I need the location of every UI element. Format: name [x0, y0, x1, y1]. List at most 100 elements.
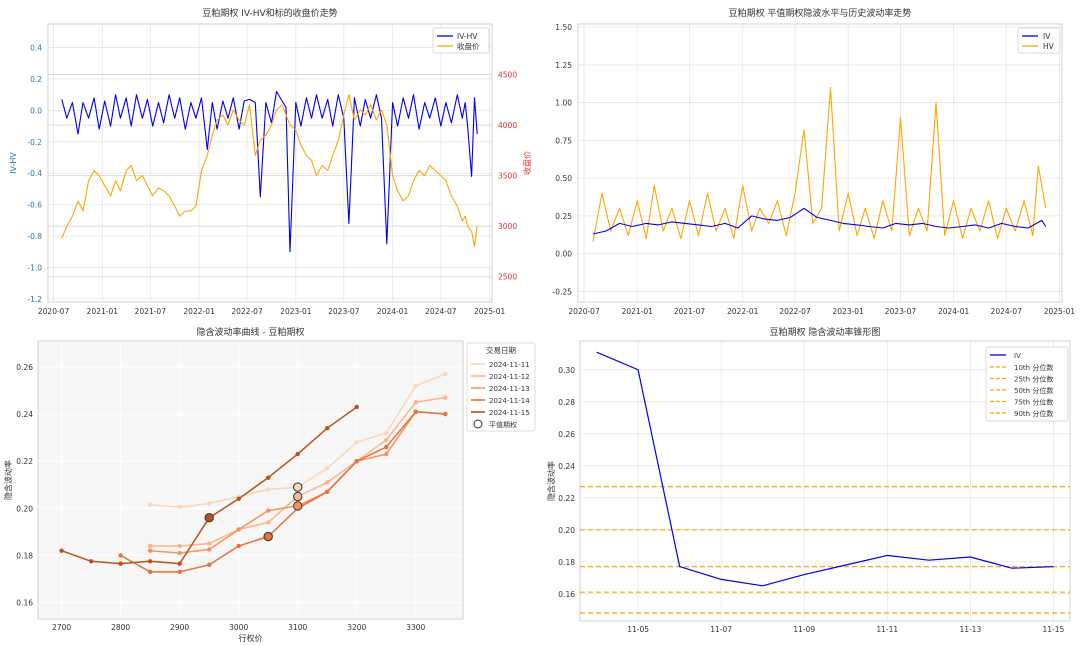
y-axis-label: 隐含波动率: [3, 460, 13, 500]
legend-label-iv-hv: IV-HV: [457, 32, 478, 41]
y-tick-label: 1.50: [555, 23, 572, 32]
y-tick-label: 0.28: [558, 398, 575, 407]
chart-title: 豆粕期权 平值期权隐波水平与历史波动率走势: [729, 7, 912, 19]
smile-point: [59, 548, 64, 553]
x-tick-label: 11-11: [876, 625, 898, 634]
y-tick-label: 0.24: [558, 462, 575, 471]
y-tick-label: 1.00: [555, 99, 572, 108]
legend-label: 2024-11-11: [489, 361, 530, 369]
atm-marker: [293, 501, 303, 511]
x-tick-label: 2021-01: [87, 307, 119, 316]
y-tick-label: 0.20: [16, 504, 33, 513]
atm-marker: [204, 512, 214, 523]
y-tick-label: 0.4: [30, 44, 42, 53]
smile-point: [177, 543, 182, 549]
x-tick-label: 2023-07: [885, 307, 917, 316]
legend-box: [432, 27, 490, 54]
y2-axis-label: 收盘价: [522, 151, 532, 175]
y-tick-label: 0.0: [30, 106, 42, 115]
chart-title: 豆粕期权 隐含波动率锥形图: [770, 326, 881, 338]
legend-label-iv: IV: [1014, 352, 1021, 360]
smile-point: [384, 437, 389, 443]
x-tick-label: 3100: [288, 623, 307, 632]
atm-marker: [263, 531, 273, 542]
x-tick-label: 2025-01: [474, 307, 506, 316]
smile-point: [266, 520, 271, 525]
smile-point: [147, 502, 153, 507]
y-tick-label: -0.2: [27, 138, 42, 147]
series-line-iv: [592, 207, 1047, 235]
smile-point: [413, 383, 418, 388]
smile-point: [118, 561, 123, 566]
smile-point: [325, 489, 330, 494]
legend-label: 2024-11-12: [489, 373, 530, 381]
smile-point: [206, 501, 212, 506]
legend-label-iv: IV: [1043, 32, 1051, 41]
x-tick-label: 2022-01: [727, 307, 759, 316]
series-line-iv: [596, 351, 1054, 587]
smile-point: [147, 559, 153, 564]
series-line-iv-hv: [61, 90, 478, 253]
y-tick-label: 0.24: [16, 410, 33, 419]
smile-point: [236, 496, 241, 502]
y-tick-label: -1.0: [27, 263, 42, 272]
smile-point: [384, 430, 389, 436]
x-tick-label: 3200: [347, 623, 366, 632]
smile-point: [177, 504, 182, 510]
smile-point: [295, 451, 300, 457]
x-tick-label: 2020-07: [568, 307, 600, 316]
chart-title: 隐含波动率曲线 - 豆粕期权: [197, 326, 305, 338]
x-tick-label: 2700: [52, 623, 71, 632]
smile-point: [206, 541, 212, 546]
x-tick-label: 3000: [229, 623, 248, 632]
smile-point: [354, 404, 359, 410]
smile-point: [266, 475, 271, 480]
legend-swatch-atm: [473, 419, 483, 429]
smile-point: [177, 569, 182, 575]
legend-title: 交易日期: [486, 345, 516, 355]
y-tick-label: 0.20: [558, 526, 575, 535]
x-tick-label: 11-09: [793, 625, 815, 634]
x-tick-label: 2020-07: [38, 307, 70, 316]
y-tick-label: 0.18: [16, 551, 33, 560]
y-axis-label: IV-HV: [9, 152, 18, 174]
legend-label: 2024-11-14: [489, 397, 530, 405]
legend-label-percentile: 90th 分位数: [1014, 409, 1053, 418]
legend-label: 2024-11-13: [489, 385, 530, 393]
y2-tick-label: 3500: [498, 172, 517, 181]
x-tick-label: 2023-01: [833, 307, 865, 316]
smile-point: [443, 371, 448, 377]
x-tick-label: 2021-07: [135, 307, 167, 316]
smile-point: [325, 425, 330, 431]
y-tick-label: -1.2: [27, 295, 42, 304]
smile-point: [177, 550, 182, 556]
x-tick-label: 2800: [111, 623, 130, 632]
smile-point: [354, 440, 359, 445]
x-tick-label: 2022-07: [779, 307, 811, 316]
plot-frame: [577, 23, 1063, 303]
smile-point: [443, 411, 448, 417]
y-tick-label: 0.16: [558, 590, 575, 599]
x-tick-label: 2021-07: [674, 307, 706, 316]
plot-frame: [37, 340, 464, 620]
legend-label-close: 收盘价: [457, 41, 480, 51]
iv-smile-chart: 隐含波动率曲线 - 豆粕期权 2700 2800 2900 3000 3100 3200 33…: [3, 326, 536, 643]
y-tick-label: -0.6: [27, 201, 42, 210]
atm-marker: [293, 491, 303, 502]
x-tick-label: 2023-01: [280, 307, 312, 316]
smile-point: [384, 444, 389, 450]
legend-label-percentile: 10th 分位数: [1014, 363, 1053, 372]
smile-point: [147, 569, 153, 575]
y2-tick-label: 4500: [498, 71, 517, 80]
smile-point: [266, 508, 271, 513]
y-tick-label: 1.25: [555, 61, 572, 70]
y-tick-label: 0.25: [555, 212, 572, 221]
atm-marker: [293, 482, 303, 492]
y-tick-label: 0.26: [558, 430, 575, 439]
y-tick-label: 0.00: [555, 250, 572, 259]
x-tick-label: 2024-01: [377, 307, 409, 316]
legend-label-hv: HV: [1043, 42, 1055, 51]
plot-frame: [47, 23, 493, 303]
y2-tick-label: 4000: [498, 121, 517, 130]
